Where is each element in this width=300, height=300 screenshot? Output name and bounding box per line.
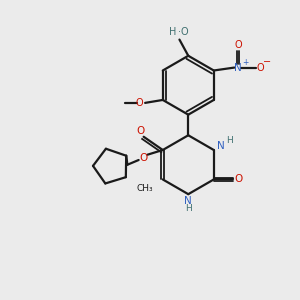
Text: O: O (234, 40, 242, 50)
Text: H: H (169, 27, 177, 37)
Text: O: O (235, 174, 243, 184)
Text: N: N (184, 196, 192, 206)
Text: ·O: ·O (178, 27, 188, 37)
Text: O: O (136, 126, 144, 136)
Text: O: O (136, 98, 144, 108)
Text: N: N (234, 63, 242, 73)
Text: H: H (185, 204, 192, 213)
Text: O: O (140, 153, 148, 163)
Text: H: H (226, 136, 232, 145)
Text: −: − (263, 57, 272, 67)
Text: +: + (242, 58, 249, 67)
Text: N: N (217, 141, 225, 151)
Text: CH₃: CH₃ (137, 184, 153, 193)
Text: O: O (257, 63, 264, 73)
